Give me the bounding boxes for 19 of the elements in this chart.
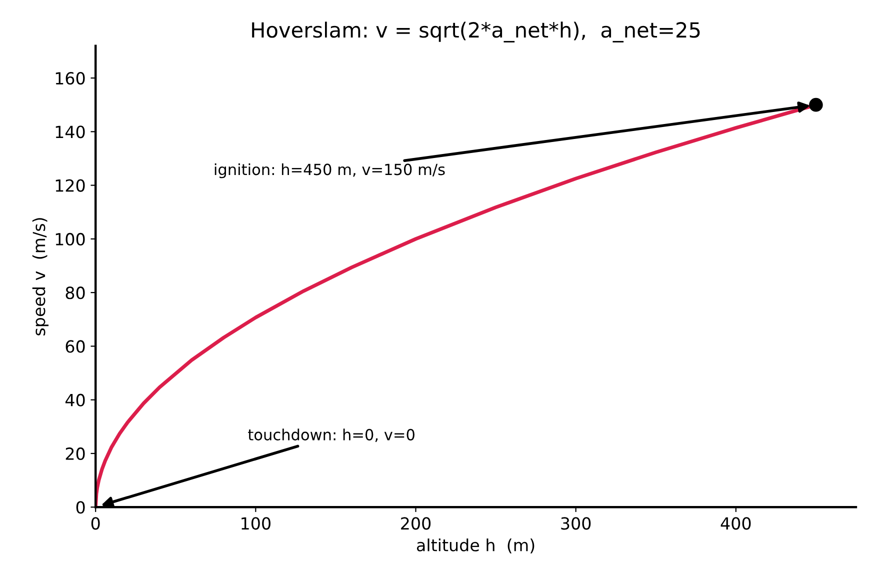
- chart-title: Hoverslam: v = sqrt(2*a_net*h), a_net=25: [252, 22, 700, 42]
- annotation: touchdown: h=0, v=0: [248, 428, 414, 442]
- y-axis-title: speed v (m/s): [32, 218, 48, 336]
- x-tick-label: 100: [242, 517, 270, 530]
- y-tick-label: 40: [65, 394, 85, 406]
- y-tick-label: 80: [66, 286, 85, 300]
- x-axis-title: altitude h (m): [416, 538, 534, 554]
- y-tick-label: 120: [56, 179, 85, 192]
- y-tick-label: 140: [56, 126, 85, 138]
- x-tick-label: 300: [561, 517, 591, 530]
- annotation: ignition: h=450 m, v=150 m/s: [214, 163, 445, 178]
- y-tick-label: 160: [56, 72, 85, 85]
- y-tick-label: 0: [76, 501, 85, 514]
- x-tick-label: 200: [401, 517, 431, 530]
- x-tick-label: 400: [720, 517, 751, 530]
- y-tick-label: 60: [66, 340, 85, 353]
- x-tick-label: 0: [91, 517, 100, 530]
- y-tick-label: 20: [66, 447, 85, 460]
- y-tick-label: 100: [56, 232, 85, 246]
